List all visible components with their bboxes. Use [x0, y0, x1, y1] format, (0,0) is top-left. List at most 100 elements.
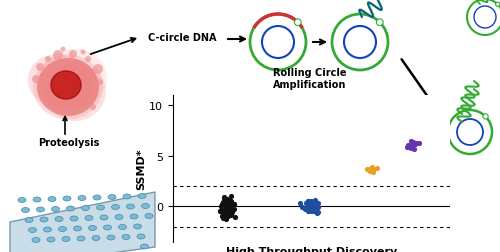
Point — [314, 206, 322, 210]
Point — [298, 206, 306, 210]
Point — [404, 145, 411, 149]
Point — [223, 210, 231, 214]
Circle shape — [90, 105, 96, 111]
Point — [222, 211, 230, 215]
Ellipse shape — [145, 214, 153, 219]
Text: C-circle DNA: C-circle DNA — [148, 33, 216, 43]
Ellipse shape — [85, 216, 93, 220]
Point — [312, 209, 320, 213]
Point — [370, 168, 378, 172]
Circle shape — [474, 7, 496, 29]
Point — [369, 167, 377, 171]
Ellipse shape — [25, 218, 33, 223]
Point — [310, 207, 318, 211]
Ellipse shape — [140, 244, 148, 249]
Ellipse shape — [28, 228, 36, 233]
Point — [406, 146, 414, 150]
Circle shape — [93, 65, 103, 75]
Point — [223, 198, 231, 202]
Point — [368, 167, 376, 171]
Point — [226, 202, 234, 206]
Point — [220, 196, 228, 200]
Ellipse shape — [130, 214, 138, 219]
Point — [304, 201, 312, 205]
Point — [226, 200, 234, 204]
Point — [222, 217, 230, 221]
Ellipse shape — [137, 234, 145, 239]
Point — [367, 166, 375, 170]
Point — [218, 202, 226, 206]
Circle shape — [448, 111, 492, 154]
Point — [217, 205, 225, 209]
Ellipse shape — [138, 194, 146, 199]
Point — [222, 198, 230, 202]
Polygon shape — [10, 192, 155, 252]
Point — [220, 201, 228, 205]
Circle shape — [294, 20, 301, 26]
Point — [312, 202, 320, 206]
Point — [219, 216, 227, 220]
Point — [222, 204, 230, 208]
Ellipse shape — [142, 204, 150, 209]
Ellipse shape — [28, 55, 92, 110]
Point — [412, 141, 420, 145]
Ellipse shape — [33, 55, 103, 120]
Point — [222, 201, 230, 205]
Point — [312, 210, 320, 214]
Ellipse shape — [104, 225, 112, 230]
Point — [404, 143, 412, 147]
Ellipse shape — [96, 205, 104, 210]
Point — [410, 142, 418, 146]
Ellipse shape — [115, 215, 123, 220]
Point — [305, 208, 313, 212]
Point — [308, 204, 316, 208]
Point — [308, 206, 316, 210]
Ellipse shape — [37, 59, 99, 116]
Ellipse shape — [108, 195, 116, 200]
Point — [228, 195, 235, 199]
Ellipse shape — [66, 206, 74, 211]
Point — [305, 201, 313, 205]
Point — [409, 143, 417, 147]
Point — [216, 209, 224, 213]
Ellipse shape — [77, 236, 85, 241]
Ellipse shape — [33, 197, 41, 202]
Point — [312, 208, 320, 212]
Point — [308, 203, 316, 207]
Ellipse shape — [74, 226, 82, 231]
Ellipse shape — [22, 208, 30, 213]
Ellipse shape — [58, 227, 66, 232]
Point — [369, 170, 377, 174]
Ellipse shape — [134, 224, 141, 229]
Point — [226, 207, 234, 211]
Point — [407, 139, 415, 143]
Point — [305, 205, 313, 209]
Ellipse shape — [44, 227, 52, 232]
Point — [403, 146, 411, 150]
Point — [309, 207, 317, 211]
Point — [216, 209, 224, 213]
Point — [366, 169, 374, 173]
Point — [306, 205, 314, 209]
Point — [304, 200, 312, 204]
Point — [415, 141, 423, 145]
Point — [226, 211, 234, 215]
Point — [217, 208, 225, 212]
Point — [306, 208, 314, 212]
Ellipse shape — [107, 235, 115, 240]
Point — [309, 203, 317, 207]
Point — [226, 201, 234, 205]
Circle shape — [60, 47, 66, 52]
Ellipse shape — [51, 72, 81, 100]
Ellipse shape — [93, 195, 101, 200]
Ellipse shape — [52, 207, 60, 212]
Point — [363, 167, 371, 171]
Point — [314, 210, 322, 214]
X-axis label: High Throughput Discovery: High Throughput Discovery — [226, 246, 397, 252]
Point — [374, 166, 382, 170]
Ellipse shape — [70, 216, 78, 221]
Circle shape — [32, 76, 40, 84]
Point — [306, 208, 314, 212]
Circle shape — [262, 27, 294, 59]
Ellipse shape — [126, 204, 134, 209]
